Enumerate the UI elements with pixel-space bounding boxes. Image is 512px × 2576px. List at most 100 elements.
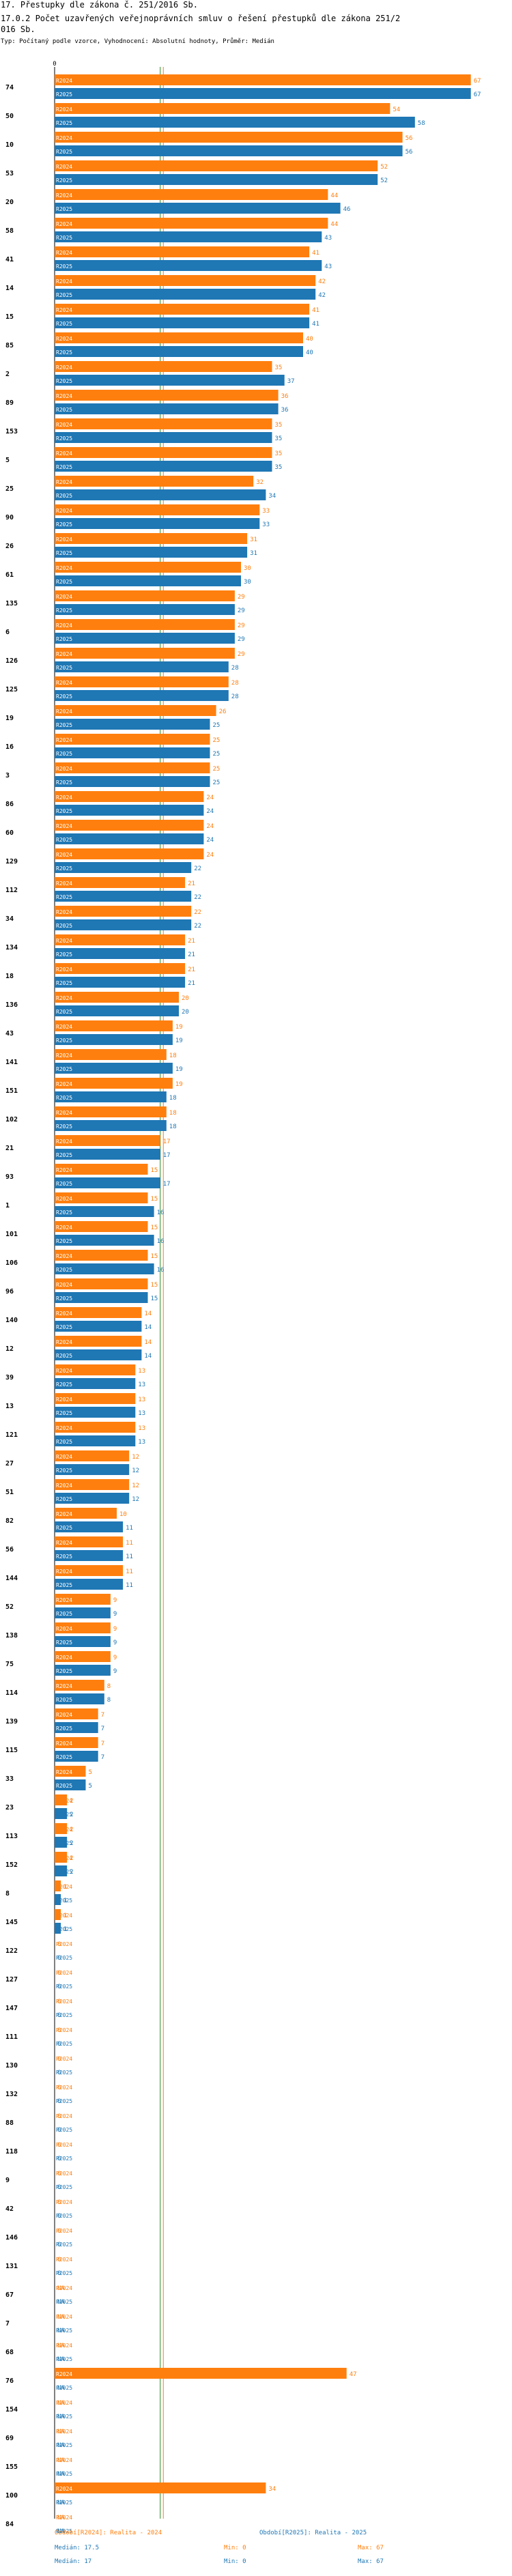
legend-2024-max: Max: 67 bbox=[358, 2545, 384, 2551]
bar-value-label: 42 bbox=[318, 278, 326, 285]
bar-R2024 bbox=[55, 705, 216, 716]
bar-value-label: 29 bbox=[238, 651, 245, 658]
bar-series-label: R2024 bbox=[56, 2457, 72, 2463]
bar-R2025 bbox=[55, 547, 248, 558]
bar-series-label: R2024 bbox=[56, 1712, 72, 1718]
category-label: 13 bbox=[5, 1403, 14, 1410]
bar-series-label: R2025 bbox=[56, 1066, 72, 1072]
bar-R2024 bbox=[55, 1106, 167, 1117]
bar-value-label: NA bbox=[57, 2442, 65, 2449]
bar-value-label: 13 bbox=[138, 1368, 145, 1375]
bar-R2025 bbox=[55, 231, 322, 242]
bar-series-label: R2024 bbox=[56, 364, 72, 371]
bar-series-label: R2024 bbox=[56, 680, 72, 686]
bar-series-label: R2025 bbox=[56, 665, 72, 671]
bar-value-label: 29 bbox=[238, 607, 245, 614]
category-label: 5 bbox=[5, 457, 10, 464]
bar-series-label: R2025 bbox=[56, 1640, 72, 1646]
bar-series-label: R2025 bbox=[56, 1869, 72, 1875]
category-label: 1 bbox=[5, 1202, 10, 1210]
bar-series-label: R2024 bbox=[56, 1425, 72, 1431]
bar-R2025 bbox=[55, 1149, 160, 1160]
bar-R2024 bbox=[55, 1594, 111, 1605]
bar-value-label: 35 bbox=[275, 450, 283, 457]
bar-R2025 bbox=[55, 1120, 167, 1131]
bar-value-label: 35 bbox=[275, 422, 283, 429]
bar-value-label: 52 bbox=[380, 164, 388, 171]
category-label: 153 bbox=[5, 428, 18, 435]
bar-series-label: R2024 bbox=[56, 1167, 72, 1173]
bar-series-label: R2025 bbox=[56, 751, 72, 757]
bar-R2025 bbox=[55, 862, 192, 873]
bar-R2025 bbox=[55, 1321, 142, 1332]
bar-series-label: R2024 bbox=[56, 2199, 72, 2205]
bar-series-label: R2024 bbox=[56, 221, 72, 227]
bar-R2025 bbox=[55, 403, 279, 414]
bar-series-label: R2024 bbox=[56, 709, 72, 715]
bar-R2025 bbox=[55, 117, 415, 128]
bar-series-label: R2025 bbox=[56, 2213, 72, 2219]
bar-value-label: 24 bbox=[206, 823, 214, 830]
category-label: 58 bbox=[5, 227, 14, 235]
bar-value-label: 0 bbox=[57, 2012, 61, 2019]
bar-R2025 bbox=[55, 1235, 154, 1246]
bar-series-label: R2024 bbox=[56, 336, 72, 342]
bar-value-label: 28 bbox=[231, 693, 239, 700]
bar-series-label: R2024 bbox=[56, 1597, 72, 1603]
bar-value-label: 0 bbox=[57, 2098, 61, 2105]
bar-series-label: R2025 bbox=[56, 435, 72, 442]
bar-series-label: R2024 bbox=[56, 536, 72, 543]
bar-R2024 bbox=[55, 160, 378, 171]
bar-value-label: 15 bbox=[151, 1167, 158, 1174]
category-label: 151 bbox=[5, 1087, 18, 1095]
bar-series-label: R2024 bbox=[56, 2371, 72, 2377]
bar-value-label: 29 bbox=[238, 594, 245, 601]
bar-series-label: R2024 bbox=[56, 1683, 72, 1689]
bar-R2025 bbox=[55, 575, 241, 586]
bar-series-label: R2025 bbox=[56, 1554, 72, 1560]
bar-R2025 bbox=[55, 489, 266, 500]
bar-R2024 bbox=[55, 820, 204, 831]
bar-R2025 bbox=[55, 518, 260, 529]
bar-series-label: R2024 bbox=[56, 2429, 72, 2435]
bar-R2025 bbox=[55, 1865, 68, 1876]
bar-R2024 bbox=[55, 1508, 117, 1519]
bar-value-label: 12 bbox=[132, 1483, 139, 1489]
bar-R2024 bbox=[55, 1278, 148, 1289]
bar-value-label: 40 bbox=[306, 349, 313, 356]
bar-series-label: R2025 bbox=[56, 493, 72, 499]
category-label: 145 bbox=[5, 1919, 18, 1926]
category-label: 111 bbox=[5, 2033, 18, 2041]
bar-value-label: 2 bbox=[70, 1827, 73, 1833]
bar-R2025 bbox=[55, 1751, 98, 1762]
bar-series-label: R2024 bbox=[56, 1999, 72, 2005]
bar-series-label: R2025 bbox=[56, 1697, 72, 1703]
bar-value-label: 11 bbox=[126, 1569, 133, 1575]
bar-value-label: 56 bbox=[406, 149, 413, 156]
bar-value-label: 22 bbox=[194, 865, 201, 872]
bar-value-label: 25 bbox=[213, 751, 221, 758]
bar-series-label: R2025 bbox=[56, 2070, 72, 2076]
category-label: 8 bbox=[5, 1890, 10, 1898]
bar-R2025 bbox=[55, 1722, 98, 1733]
bar-series-label: R2024 bbox=[56, 795, 72, 801]
bar-series-label: R2025 bbox=[56, 980, 72, 986]
category-label: 9 bbox=[5, 2177, 10, 2184]
category-label: 12 bbox=[5, 1345, 14, 1353]
bar-R2025 bbox=[55, 289, 316, 300]
bar-series-label: R2025 bbox=[56, 1037, 72, 1044]
bar-series-label: R2025 bbox=[56, 923, 72, 929]
category-label: 154 bbox=[5, 2406, 18, 2414]
bar-value-label: 13 bbox=[138, 1410, 145, 1417]
bar-series-label: R2024 bbox=[56, 1282, 72, 1288]
bar-value-label: 44 bbox=[330, 221, 338, 228]
bar-series-label: R2024 bbox=[56, 2171, 72, 2177]
bar-value-label: 15 bbox=[151, 1282, 158, 1289]
bar-R2024 bbox=[55, 1737, 98, 1748]
category-label: 3 bbox=[5, 772, 10, 779]
bar-series-label: R2024 bbox=[56, 995, 72, 1001]
bar-series-label: R2024 bbox=[56, 2056, 72, 2062]
bar-value-label: 31 bbox=[250, 550, 257, 557]
bar-value-label: 9 bbox=[113, 1611, 117, 1618]
bar-series-label: R2025 bbox=[56, 2414, 72, 2420]
